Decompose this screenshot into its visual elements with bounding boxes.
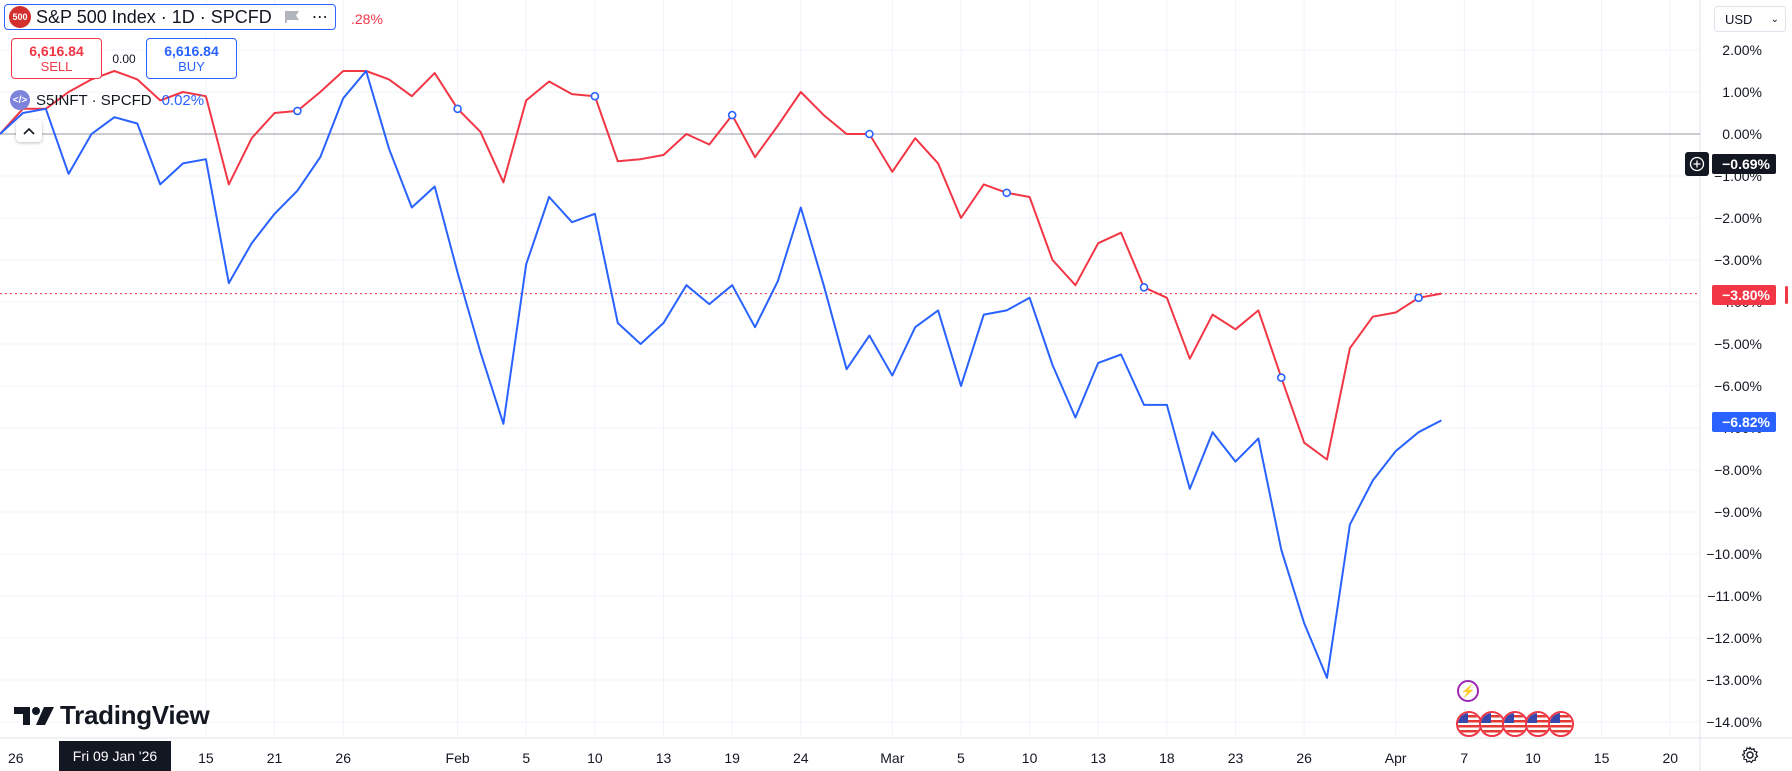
y-tick-label: −14.00% <box>1706 714 1762 730</box>
y-tick-label: −6.00% <box>1714 378 1762 394</box>
chevron-down-icon: ⌄ <box>1770 13 1779 25</box>
us-flag-icon[interactable] <box>1548 711 1574 737</box>
inft-last-price-tag: −6.82% <box>1712 412 1776 432</box>
series-marker <box>865 129 874 139</box>
x-tick-label: 26 <box>1296 750 1312 766</box>
x-tick-label: 10 <box>587 750 603 766</box>
series-marker <box>1414 293 1423 303</box>
compare-series-legend[interactable]: </> S5INFT · SPCFD 0.02% <box>10 90 204 110</box>
x-tick-label: Mar <box>880 750 904 766</box>
series-marker <box>453 104 462 114</box>
spx-last-price-tag: −3.80% <box>1712 285 1776 305</box>
y-tick-label: −2.00% <box>1714 210 1762 226</box>
spread-value: 0.00 <box>112 52 136 66</box>
reference-lines <box>0 133 1700 295</box>
y-tick-label: 1.00% <box>1722 84 1762 100</box>
settings-button[interactable] <box>1741 746 1759 769</box>
x-tick-label: 18 <box>1159 750 1175 766</box>
buy-label: BUY <box>178 58 205 74</box>
x-tick-label: Apr <box>1385 750 1407 766</box>
y-tick-label: 0.00% <box>1722 126 1762 142</box>
y-axis[interactable]: 2.00%1.00%0.00%−1.00%−2.00%−3.00%−4.00%−… <box>1706 42 1762 730</box>
series-markers <box>293 91 1423 382</box>
x-axis[interactable]: 26 15 21 26 Feb 5 10 13 19 24 Mar 5 10 13 18 23 26 Apr 7 10… <box>8 750 1678 766</box>
sell-label: SELL <box>40 58 73 74</box>
brand-name: TradingView <box>60 700 210 730</box>
x-tick-label: 13 <box>656 750 672 766</box>
y-tick-label: −10.00% <box>1706 546 1762 562</box>
more-icon[interactable]: ⋯ <box>311 9 329 26</box>
x-tick-label: 19 <box>724 750 740 766</box>
main-series-legend[interactable]: 500 S&P 500 Index · 1D · SPCFD ⋯ <box>4 4 336 30</box>
inft-series-line <box>0 70 1442 679</box>
collapse-legend-button[interactable] <box>16 120 42 142</box>
series-marker <box>293 106 302 116</box>
x-tick-label: 15 <box>1594 750 1610 766</box>
series-marker <box>1002 188 1012 198</box>
code-icon: </> <box>10 90 30 110</box>
main-series-change: .28% <box>351 11 383 27</box>
x-tick-label: 21 <box>267 750 283 766</box>
series-lines <box>0 70 1442 679</box>
currency-label: USD <box>1725 11 1753 27</box>
x-tick-label: 26 <box>8 750 24 766</box>
y-tick-label: −3.00% <box>1714 252 1762 268</box>
gear-icon <box>1741 746 1759 764</box>
x-tick-label: 7 <box>1460 750 1468 766</box>
y-tick-label: −13.00% <box>1706 672 1762 688</box>
x-tick-label: 10 <box>1022 750 1038 766</box>
flag-icon[interactable] <box>284 10 300 24</box>
crosshair-price-tag: −0.69% <box>1712 154 1776 174</box>
y-tick-label: −9.00% <box>1714 504 1762 520</box>
chevron-up-icon <box>23 127 35 135</box>
x-tick-label: 5 <box>522 750 530 766</box>
plus-circle-icon <box>1689 156 1705 172</box>
x-tick-label: 13 <box>1090 750 1106 766</box>
us-flag-icon[interactable] <box>1456 711 1482 737</box>
buy-button[interactable]: 6,616.84 BUY <box>146 38 237 79</box>
x-tick-label: 5 <box>957 750 965 766</box>
add-alert-button[interactable] <box>1685 152 1709 176</box>
x-tick-label: 15 <box>198 750 214 766</box>
spx-series-line <box>0 70 1442 461</box>
series-marker <box>590 91 600 101</box>
compare-series-name: S5INFT · SPCFD <box>36 91 152 109</box>
symbol-logo-icon: 500 <box>9 6 31 28</box>
lightning-event-icon[interactable]: ⚡ <box>1457 680 1479 702</box>
y-tick-label: −5.00% <box>1714 336 1762 352</box>
economic-events[interactable] <box>1456 711 1574 737</box>
series-marker <box>1276 373 1286 382</box>
price-scale-marker <box>1785 286 1788 304</box>
x-tick-label: 10 <box>1525 750 1541 766</box>
tv-logo-icon <box>14 706 54 725</box>
crosshair-date-label: Fri 09 Jan '26 <box>59 741 171 771</box>
y-tick-label: −11.00% <box>1707 588 1762 604</box>
sell-button[interactable]: 6,616.84 SELL <box>11 38 102 79</box>
x-tick-label: 23 <box>1228 750 1244 766</box>
y-tick-label: −12.00% <box>1706 630 1762 646</box>
tradingview-logo[interactable]: TradingView <box>14 700 210 731</box>
x-tick-label: Feb <box>446 750 470 766</box>
buy-price: 6,616.84 <box>164 42 219 59</box>
series-marker <box>1139 282 1149 292</box>
x-tick-label: 26 <box>335 750 351 766</box>
series-marker <box>727 110 737 120</box>
sell-price: 6,616.84 <box>29 42 84 59</box>
y-tick-label: 2.00% <box>1722 42 1762 58</box>
compare-series-pct: 0.02% <box>161 91 205 109</box>
x-tick-label: 20 <box>1662 750 1678 766</box>
main-series-title: S&P 500 Index · 1D · SPCFD <box>36 6 272 27</box>
x-tick-label: 24 <box>793 750 809 766</box>
currency-select[interactable]: USD ⌄ <box>1714 6 1786 32</box>
us-flag-icon[interactable] <box>1502 711 1528 737</box>
us-flag-icon[interactable] <box>1479 711 1505 737</box>
y-tick-label: −8.00% <box>1714 462 1762 478</box>
